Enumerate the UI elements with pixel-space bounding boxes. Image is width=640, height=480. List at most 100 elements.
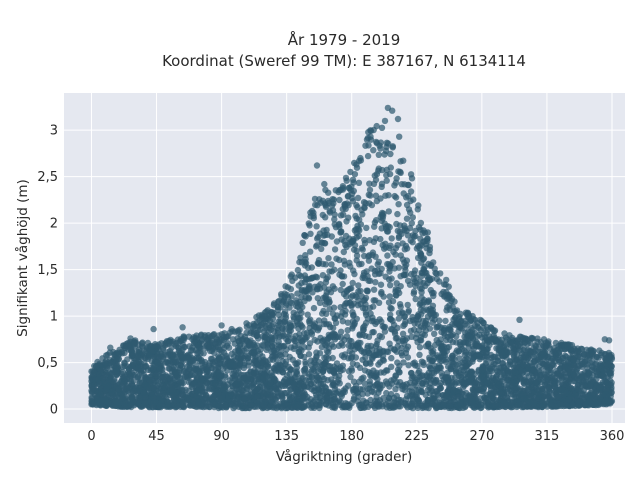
data-point	[586, 382, 594, 390]
data-point	[363, 224, 370, 232]
data-point	[422, 317, 430, 325]
data-point	[386, 293, 393, 300]
data-point	[450, 360, 457, 368]
data-point	[387, 282, 394, 289]
data-point	[473, 333, 481, 340]
data-point	[93, 394, 100, 401]
data-point	[260, 401, 267, 408]
data-point	[424, 238, 431, 245]
data-point	[358, 244, 366, 252]
data-point	[200, 350, 207, 357]
data-point	[363, 287, 370, 294]
data-point	[443, 276, 450, 284]
data-point	[193, 392, 201, 399]
data-point	[278, 325, 286, 332]
data-point	[466, 371, 473, 378]
data-point	[462, 349, 469, 356]
data-point	[377, 281, 385, 288]
data-point	[426, 354, 433, 361]
data-point	[313, 223, 320, 230]
data-point	[135, 367, 142, 374]
data-point	[370, 147, 377, 154]
data-point	[438, 290, 445, 298]
data-point	[158, 364, 165, 372]
data-point	[397, 169, 404, 177]
data-point	[329, 367, 336, 374]
data-point	[330, 396, 338, 403]
data-point	[394, 359, 401, 366]
data-point	[404, 192, 412, 200]
data-point	[303, 287, 310, 295]
data-point	[434, 403, 442, 411]
data-point	[412, 295, 419, 303]
data-point	[329, 404, 336, 411]
data-point	[606, 381, 613, 388]
data-point	[477, 401, 485, 408]
data-point	[355, 232, 363, 240]
data-point	[458, 366, 465, 374]
data-point	[229, 336, 237, 343]
data-point	[231, 362, 239, 369]
data-point	[322, 292, 329, 299]
data-point	[389, 144, 396, 151]
data-point	[394, 210, 401, 218]
data-point	[409, 214, 416, 221]
data-point	[283, 389, 290, 397]
data-point	[301, 403, 309, 410]
data-point	[387, 311, 394, 318]
data-point	[319, 211, 326, 219]
data-point	[313, 285, 321, 293]
data-point	[352, 212, 359, 220]
data-point	[282, 351, 289, 358]
data-point	[141, 381, 148, 388]
data-point	[172, 358, 179, 365]
data-point	[581, 351, 588, 358]
data-point	[336, 223, 343, 230]
data-point	[329, 196, 336, 203]
data-point	[235, 395, 242, 402]
data-point	[456, 355, 463, 362]
data-point	[302, 260, 310, 267]
data-point	[607, 370, 615, 377]
data-point	[326, 268, 333, 275]
data-point	[330, 304, 338, 311]
data-point	[131, 387, 139, 394]
data-point	[150, 364, 157, 372]
data-point	[542, 359, 549, 367]
data-point	[359, 211, 366, 218]
data-point	[349, 360, 357, 367]
data-point	[370, 389, 378, 396]
data-point	[395, 315, 402, 322]
data-point	[581, 357, 589, 364]
data-point	[370, 180, 378, 187]
data-point	[589, 358, 596, 365]
data-point	[351, 270, 358, 278]
data-point	[315, 317, 323, 324]
data-point	[302, 252, 309, 259]
data-point	[295, 395, 303, 402]
data-point	[347, 168, 354, 176]
data-point	[247, 401, 254, 408]
data-point	[503, 354, 510, 361]
data-point	[470, 389, 477, 397]
data-point	[385, 208, 392, 215]
data-point	[275, 298, 282, 305]
data-point	[490, 387, 498, 395]
data-point	[317, 402, 324, 409]
data-point	[216, 360, 223, 367]
data-point	[352, 292, 359, 299]
data-point	[348, 353, 356, 361]
data-point	[430, 347, 437, 354]
data-point	[385, 299, 393, 306]
data-point	[435, 339, 442, 346]
data-point	[99, 397, 106, 404]
data-point	[155, 341, 162, 348]
data-point	[304, 311, 311, 318]
data-point	[348, 285, 355, 292]
data-point	[250, 370, 257, 377]
data-point	[352, 385, 360, 393]
data-point	[513, 363, 520, 370]
data-point	[342, 307, 349, 315]
data-point	[417, 337, 424, 344]
data-point	[342, 385, 349, 392]
